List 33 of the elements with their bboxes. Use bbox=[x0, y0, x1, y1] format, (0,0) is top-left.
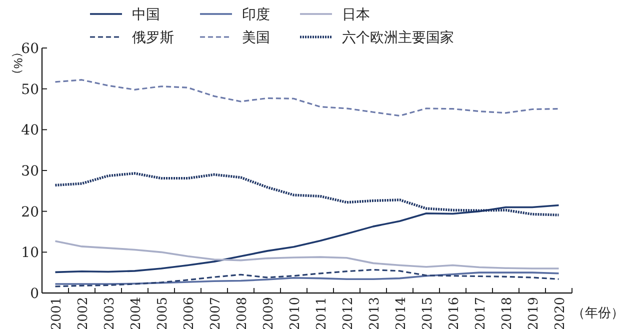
x-tick-label: 2007 bbox=[208, 297, 224, 329]
y-tick-label: 20 bbox=[21, 204, 39, 220]
x-tick-label: 2004 bbox=[128, 297, 144, 329]
legend-label: 印度 bbox=[242, 6, 270, 22]
x-tick-label: 2012 bbox=[340, 297, 356, 329]
legend-label: 六个欧洲主要国家 bbox=[342, 29, 454, 45]
y-tick-label: 30 bbox=[21, 164, 39, 180]
x-tick-label: 2006 bbox=[182, 297, 197, 329]
y-tick-label: 50 bbox=[21, 82, 39, 98]
x-tick-label: 2015 bbox=[420, 297, 436, 329]
x-tick-label: 2019 bbox=[526, 297, 542, 329]
x-tick-label: 2016 bbox=[446, 297, 462, 329]
y-tick-label: 0 bbox=[30, 286, 39, 302]
legend-label: 日本 bbox=[342, 6, 370, 22]
x-tick-label: 2020 bbox=[552, 297, 568, 329]
x-tick-label: 2005 bbox=[155, 297, 170, 329]
y-tick-label: 40 bbox=[21, 122, 39, 139]
x-tick-label: 2014 bbox=[394, 297, 409, 329]
x-tick-label: 2017 bbox=[473, 297, 488, 329]
legend-label: 美国 bbox=[242, 29, 270, 45]
legend-label: 中国 bbox=[132, 6, 160, 22]
x-tick-label: 2013 bbox=[367, 297, 382, 329]
x-tick-label: 2018 bbox=[500, 297, 515, 329]
x-tick-label: 2003 bbox=[102, 297, 118, 329]
legend-label: 俄罗斯 bbox=[132, 29, 174, 45]
x-tick-label: 2002 bbox=[76, 297, 91, 329]
x-tick-label: 2010 bbox=[288, 297, 303, 329]
y-tick-label: 10 bbox=[21, 245, 39, 262]
x-axis-title: （年份） bbox=[572, 305, 624, 320]
x-tick-label: 2011 bbox=[314, 297, 330, 329]
x-tick-label: 2009 bbox=[261, 297, 276, 329]
x-tick-label: 2001 bbox=[49, 297, 64, 329]
x-tick-label: 2008 bbox=[234, 297, 250, 329]
